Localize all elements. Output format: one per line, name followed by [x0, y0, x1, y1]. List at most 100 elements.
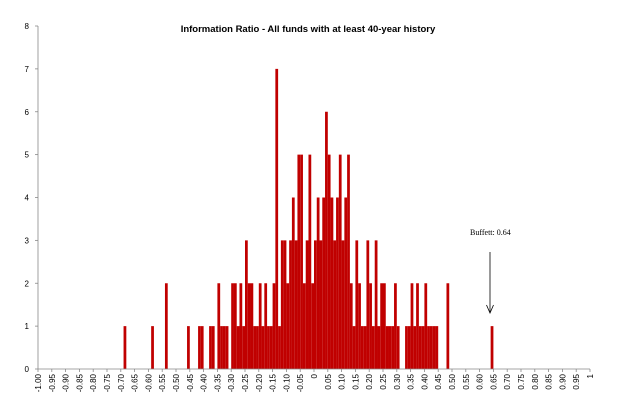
bar	[231, 283, 234, 369]
bar	[377, 326, 381, 369]
x-tick-label: 0.50	[448, 373, 457, 389]
bar	[446, 283, 450, 369]
x-tick-label: -0.45	[186, 373, 195, 392]
x-tick-label: -0.60	[144, 373, 153, 392]
x-tick-label: 0.95	[572, 373, 581, 389]
x-tick-label: 0.55	[462, 373, 471, 389]
bar	[421, 326, 425, 369]
bar	[164, 283, 168, 369]
x-tick-label: -0.35	[213, 373, 222, 392]
bar	[341, 240, 345, 369]
bar	[396, 326, 400, 369]
x-tick-label: -0.20	[255, 373, 264, 392]
bar	[322, 197, 326, 369]
bar	[405, 326, 408, 369]
bar	[291, 197, 295, 369]
bar	[272, 283, 276, 369]
bar	[275, 68, 279, 369]
bar	[363, 326, 367, 369]
bar	[358, 283, 361, 369]
bar	[256, 326, 259, 369]
x-tick-label: -0.40	[200, 373, 209, 392]
bar	[314, 240, 317, 369]
bar	[330, 197, 334, 369]
bar	[347, 154, 350, 369]
bar	[258, 283, 262, 369]
x-tick-label: -0.25	[241, 373, 250, 392]
x-tick-label: -0.65	[131, 373, 140, 392]
bar	[416, 283, 419, 369]
bar	[297, 154, 301, 369]
bar	[220, 326, 223, 369]
y-tick-label: 3	[25, 236, 30, 245]
bar	[490, 326, 494, 369]
x-tick-label: -0.10	[282, 373, 291, 392]
x-tick-label: -0.80	[89, 373, 98, 392]
bar	[151, 326, 154, 369]
x-tick-label: 0.25	[379, 373, 388, 389]
bar	[300, 154, 303, 369]
bar	[410, 283, 414, 369]
x-tick-label: -0.75	[103, 373, 112, 392]
bar	[371, 326, 375, 369]
bar	[294, 240, 298, 369]
annotation: Buffett: 0.64	[470, 228, 511, 237]
bar	[236, 326, 240, 369]
x-tick-label: -0.30	[227, 373, 236, 392]
bar	[233, 283, 237, 369]
bar	[302, 283, 306, 369]
bar	[338, 154, 342, 369]
bar	[413, 326, 417, 369]
bar	[366, 240, 370, 369]
bar	[269, 326, 273, 369]
bar	[289, 240, 292, 369]
x-tick-label: -0.55	[158, 373, 167, 392]
x-tick-label: 0.90	[558, 373, 567, 389]
bar	[239, 283, 243, 369]
x-tick-label: 0.80	[531, 373, 540, 389]
arrow-head	[486, 304, 494, 314]
x-tick-label: 0.20	[365, 373, 374, 389]
bar	[432, 326, 436, 369]
bar	[305, 240, 309, 369]
x-tick-label: -0.90	[62, 373, 71, 392]
bar	[267, 326, 270, 369]
x-tick-label: -0.95	[48, 373, 57, 392]
bar	[327, 154, 331, 369]
bar	[424, 283, 428, 369]
bar	[242, 326, 245, 369]
bar	[286, 283, 290, 369]
x-tick-label: 0.15	[351, 373, 360, 389]
x-tick-label: -0.05	[296, 373, 305, 392]
y-tick-label: 5	[25, 151, 30, 160]
bar	[217, 283, 221, 369]
bar	[427, 326, 430, 369]
bar	[435, 326, 439, 369]
bar	[383, 283, 386, 369]
bar	[308, 154, 312, 369]
y-tick-label: 2	[25, 279, 30, 288]
x-tick-label: -0.70	[117, 373, 126, 392]
bar	[316, 197, 320, 369]
x-tick-label: -1.00	[34, 373, 43, 392]
bar	[429, 326, 433, 369]
x-tick-label: -0.50	[172, 373, 181, 392]
bar	[264, 283, 268, 369]
x-tick-label: 0.65	[489, 373, 498, 389]
bar	[319, 240, 323, 369]
chart-title: Information Ratio - All funds with at le…	[181, 24, 436, 35]
bar	[225, 326, 229, 369]
x-tick-label: 0.35	[407, 373, 416, 389]
bar	[349, 283, 353, 369]
bar	[380, 283, 383, 369]
y-tick-label: 4	[25, 194, 30, 203]
bar	[200, 326, 204, 369]
x-tick-label: 0.60	[476, 373, 485, 389]
bar	[245, 240, 248, 369]
bar	[211, 326, 215, 369]
bar	[187, 326, 190, 369]
bar	[333, 240, 337, 369]
x-tick-label: 0.10	[338, 373, 347, 389]
